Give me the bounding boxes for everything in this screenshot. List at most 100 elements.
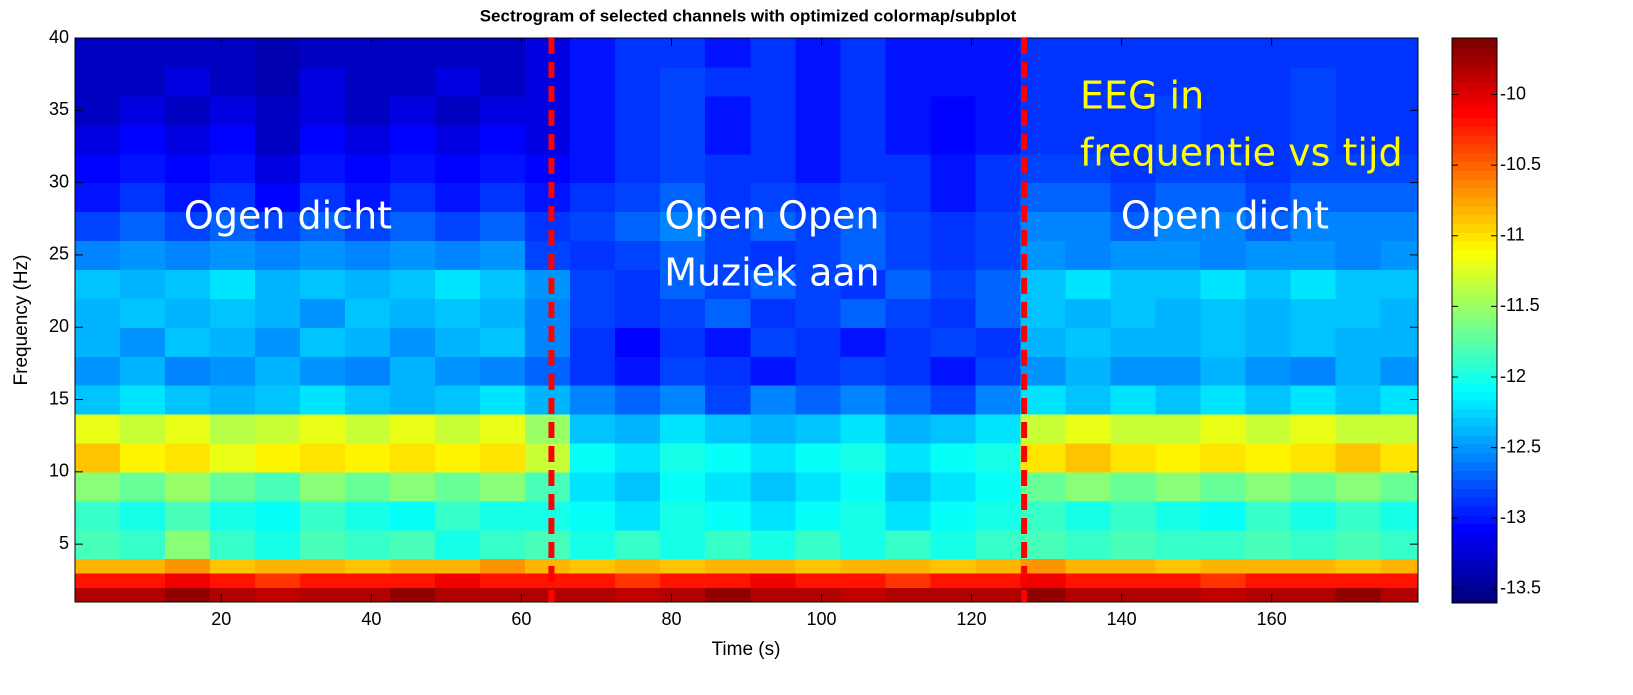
heatmap-cell	[1290, 442, 1337, 473]
heatmap-cell	[930, 573, 976, 589]
heatmap-cell	[1290, 356, 1337, 386]
heatmap-cell	[390, 414, 436, 444]
heatmap-cell	[345, 471, 391, 502]
colorbar-swatch	[1452, 126, 1497, 136]
heatmap-cell	[75, 414, 121, 444]
heatmap-cell	[1020, 269, 1066, 299]
heatmap-cell	[1110, 298, 1157, 328]
colorbar-swatch	[1452, 82, 1497, 92]
heatmap-cell	[840, 153, 886, 184]
heatmap-cell	[1110, 573, 1157, 589]
heatmap-cell	[885, 124, 931, 155]
heatmap-cell	[1200, 573, 1247, 589]
heatmap-cell	[390, 442, 436, 473]
heatmap-cell	[435, 442, 481, 473]
heatmap-cell	[795, 442, 841, 473]
heatmap-cell	[255, 587, 301, 603]
heatmap-cell	[660, 529, 706, 560]
heatmap-cell	[75, 442, 121, 473]
heatmap-cell	[1065, 211, 1111, 242]
heatmap-cell	[615, 558, 661, 574]
heatmap-cell	[165, 182, 211, 213]
colorbar-swatch	[1452, 488, 1497, 498]
heatmap-cell	[615, 38, 661, 68]
heatmap-cell	[300, 153, 346, 184]
heatmap-cell	[345, 573, 391, 589]
heatmap-cell	[435, 327, 481, 357]
heatmap-cell	[1290, 573, 1337, 589]
heatmap-cell	[570, 356, 616, 386]
heatmap-cell	[165, 240, 211, 270]
heatmap-cell	[885, 153, 931, 184]
heatmap-cell	[1245, 500, 1292, 531]
heatmap-cell	[750, 558, 796, 574]
heatmap-cell	[525, 211, 571, 242]
colorbar-swatch	[1452, 558, 1497, 569]
colorbar-swatch	[1452, 46, 1497, 57]
heatmap-cell	[570, 211, 616, 242]
heatmap-cell	[210, 182, 256, 213]
heatmap-cell	[660, 442, 706, 473]
heatmap-cell	[1200, 500, 1247, 531]
colorbar-tick-label: -10.5	[1500, 154, 1541, 174]
heatmap-cell	[570, 182, 616, 213]
heatmap-cell	[930, 153, 976, 184]
colorbar-frame	[1451, 37, 1498, 604]
heatmap-cell	[930, 211, 976, 242]
heatmap-cell	[390, 269, 436, 299]
colorbar-swatch	[1452, 346, 1497, 357]
heatmap-cell	[930, 298, 976, 328]
heatmap-cell	[795, 558, 841, 574]
heatmap-cell	[1155, 414, 1202, 444]
heatmap-cell	[660, 95, 706, 126]
heatmap-cell	[1065, 573, 1111, 589]
heatmap-cell	[1155, 471, 1202, 502]
heatmap-cell	[1200, 356, 1247, 386]
heatmap-cell	[525, 500, 571, 531]
heatmap-cell	[1290, 38, 1337, 68]
heatmap-cell	[1290, 66, 1337, 97]
heatmap-cell	[480, 95, 526, 126]
heatmap-cell	[435, 471, 481, 502]
heatmap-cell	[615, 95, 661, 126]
heatmap-cell	[435, 529, 481, 560]
heatmap-cell	[750, 38, 796, 68]
heatmap-cell	[165, 356, 211, 386]
heatmap-cell	[705, 471, 751, 502]
heatmap-cell	[1245, 95, 1292, 126]
heatmap-cell	[1245, 211, 1292, 242]
colorbar-swatch	[1452, 497, 1497, 507]
heatmap-cell	[480, 558, 526, 574]
heatmap-cell	[75, 153, 121, 184]
heatmap-cell	[1335, 529, 1382, 560]
heatmap-cell	[615, 385, 661, 415]
heatmap-cell	[750, 66, 796, 97]
heatmap-cell	[795, 500, 841, 531]
heatmap-cell	[525, 269, 571, 299]
heatmap-cell	[795, 385, 841, 415]
heatmap-cell	[1155, 587, 1202, 603]
heatmap-cell	[1200, 414, 1247, 444]
heatmap-cell	[345, 298, 391, 328]
colorbar-swatch	[1452, 470, 1497, 481]
heatmap-cell	[795, 269, 841, 299]
heatmap-cell	[345, 529, 391, 560]
heatmap-cell	[1020, 385, 1066, 415]
heatmap-cell	[120, 38, 166, 68]
heatmap-cell	[1155, 298, 1202, 328]
heatmap-cell	[795, 153, 841, 184]
colorbar-swatch	[1452, 399, 1497, 410]
annotation: Open dicht	[1121, 194, 1329, 238]
heatmap-cell	[975, 153, 1021, 184]
heatmap-cell	[930, 500, 976, 531]
heatmap-cell	[750, 153, 796, 184]
heatmap-cell	[840, 66, 886, 97]
colorbar-swatch	[1452, 514, 1497, 525]
heatmap-cell	[930, 356, 976, 386]
heatmap-cell	[1335, 124, 1382, 155]
heatmap-cell	[1110, 66, 1157, 97]
colorbar-swatch	[1452, 567, 1497, 578]
heatmap-cell	[1200, 211, 1247, 242]
colorbar-swatch	[1452, 38, 1497, 48]
heatmap-cell	[1335, 95, 1382, 126]
